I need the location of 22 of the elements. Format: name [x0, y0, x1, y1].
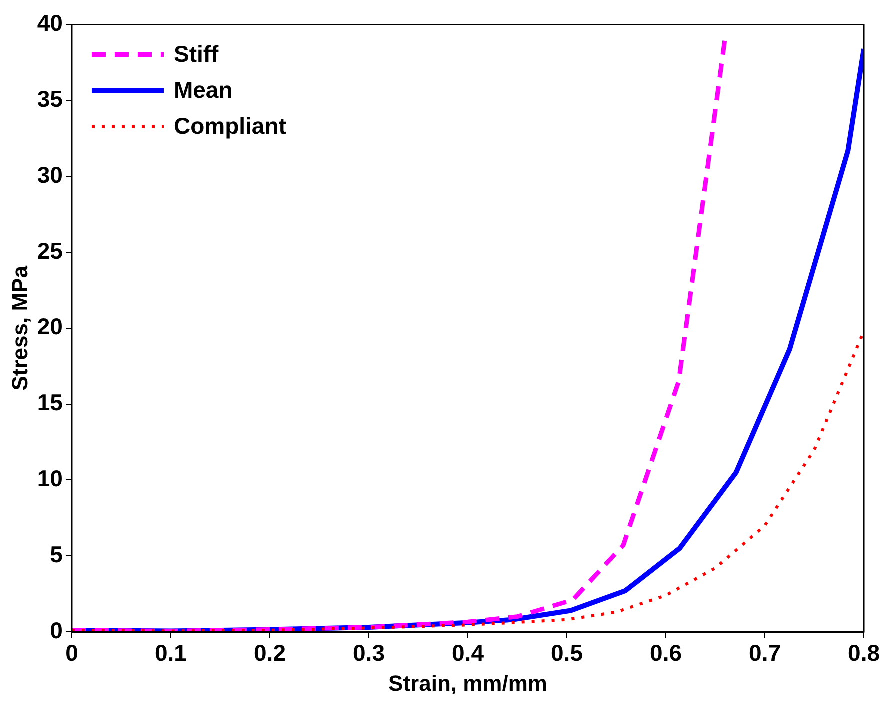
y-tick-label: 30	[37, 162, 63, 188]
y-tick-label: 25	[37, 238, 64, 264]
x-tick-label: 0.5	[551, 640, 584, 666]
x-axis-title: Strain, mm/mm	[388, 670, 548, 696]
y-axis-title: Stress, MPa	[7, 265, 32, 391]
y-tick-label: 35	[37, 86, 64, 112]
x-tick-label: 0.4	[452, 640, 484, 666]
x-tick-label: 0.7	[749, 640, 781, 666]
y-tick-label: 0	[50, 617, 63, 644]
y-tick-label: 40	[37, 10, 63, 36]
x-tick-label: 0.6	[650, 640, 682, 666]
y-tick-label: 10	[37, 466, 63, 492]
x-tick-label: 0.3	[353, 640, 385, 666]
y-tick-label: 15	[37, 390, 64, 416]
y-tick-label: 20	[37, 314, 63, 340]
legend-label: Mean	[174, 77, 233, 104]
legend-label: Compliant	[174, 113, 287, 140]
y-tick-label: 5	[50, 541, 64, 568]
x-tick-label: 0.1	[154, 640, 188, 666]
legend-label: Stiff	[174, 41, 220, 68]
x-tick-label: 0.8	[848, 640, 880, 666]
x-tick-label: 0.2	[254, 640, 286, 666]
